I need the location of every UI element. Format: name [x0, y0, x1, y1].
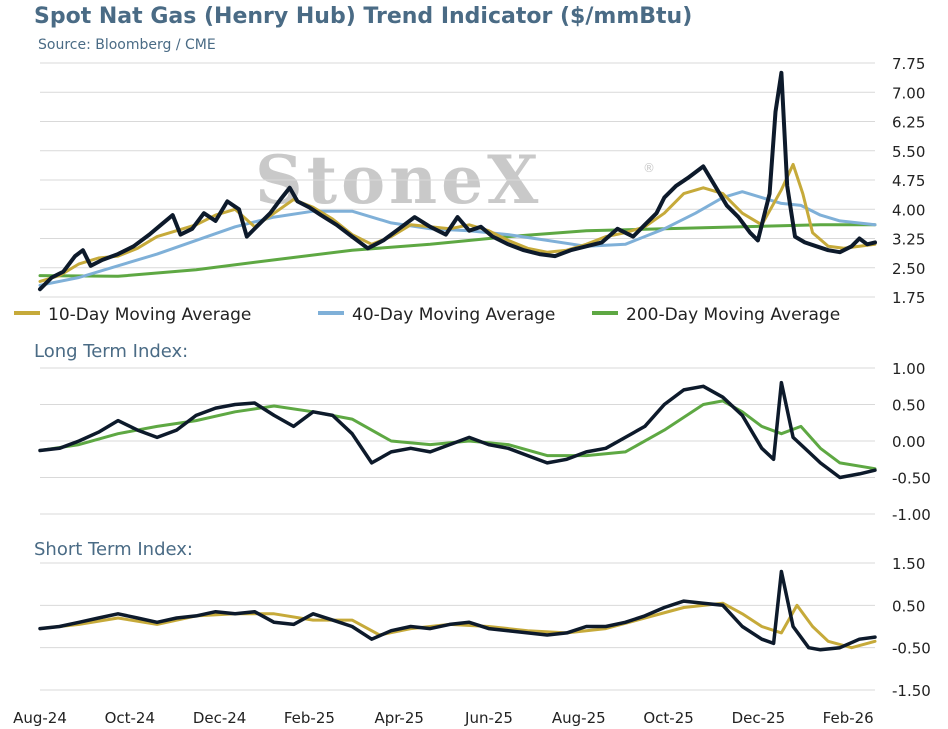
y-tick-label: 4.00	[892, 201, 925, 219]
legend: 10-Day Moving Average 40-Day Moving Avera…	[14, 305, 840, 325]
y-tick-label: 0.00	[892, 433, 925, 451]
y-tick-label: 7.75	[892, 55, 925, 73]
x-axis: Aug-24 Oct-24 Dec-24 Feb-25 Apr-25 Jun-25 Aug-…	[13, 709, 874, 727]
x-tick-label: Dec-25	[732, 709, 786, 727]
x-tick-label: Apr-25	[374, 709, 424, 727]
legend-entry: 10-Day Moving Average	[48, 305, 251, 325]
series-line-s0	[38, 380, 877, 480]
x-tick-label: Jun-25	[464, 709, 513, 727]
series-line-ma200	[38, 223, 877, 278]
y-tick-label: 3.25	[892, 231, 925, 249]
y-tick-label: -1.00	[892, 506, 931, 524]
x-tick-label: Dec-24	[193, 709, 247, 727]
chart-title: Spot Nat Gas (Henry Hub) Trend Indicator…	[34, 4, 693, 29]
panel-label: Short Term Index:	[34, 539, 193, 560]
panel-label: Long Term Index:	[34, 341, 188, 362]
panel-price: 7.75 7.00 6.25 5.50 4.75 4.00 3.25 2.50 1.75	[38, 55, 925, 307]
x-tick-label: Feb-25	[284, 709, 335, 727]
x-tick-label: Feb-26	[823, 709, 874, 727]
panel-long_term_index: 1.00 0.50 0.00 -0.50 -1.00 Long Term Index:	[34, 341, 931, 524]
y-tick-label: 2.50	[892, 260, 925, 278]
y-tick-label: 1.50	[892, 555, 925, 573]
y-tick-label: 7.00	[892, 84, 925, 102]
y-tick-label: -1.50	[892, 682, 931, 700]
y-tick-label: 6.25	[892, 114, 925, 132]
panel-short_term_index: 1.50 0.50 -0.50 -1.50 Short Term Index:	[34, 539, 931, 700]
series-line-spot	[38, 70, 877, 292]
y-tick-label: -0.50	[892, 470, 931, 488]
y-tick-label: 0.50	[892, 397, 925, 415]
y-tick-label: -0.50	[892, 640, 931, 658]
y-tick-label: 1.00	[892, 360, 925, 378]
chart-source: Source: Bloomberg / CME	[38, 37, 216, 53]
watermark-registered-mark: ®	[643, 161, 655, 175]
y-tick-label: 4.75	[892, 172, 925, 190]
y-tick-label: 1.75	[892, 289, 925, 307]
legend-entry: 40-Day Moving Average	[352, 305, 555, 325]
series-line-s1	[38, 601, 877, 650]
y-tick-label: 5.50	[892, 143, 925, 161]
x-tick-label: Aug-25	[552, 709, 606, 727]
series-line-s1	[38, 399, 877, 471]
y-tick-label: 0.50	[892, 597, 925, 615]
legend-entry: 200-Day Moving Average	[626, 305, 840, 325]
x-tick-label: Aug-24	[13, 709, 67, 727]
series-line-ma40	[38, 190, 877, 287]
x-tick-label: Oct-24	[105, 709, 155, 727]
series-line-s0	[38, 569, 877, 652]
x-tick-label: Oct-25	[643, 709, 693, 727]
